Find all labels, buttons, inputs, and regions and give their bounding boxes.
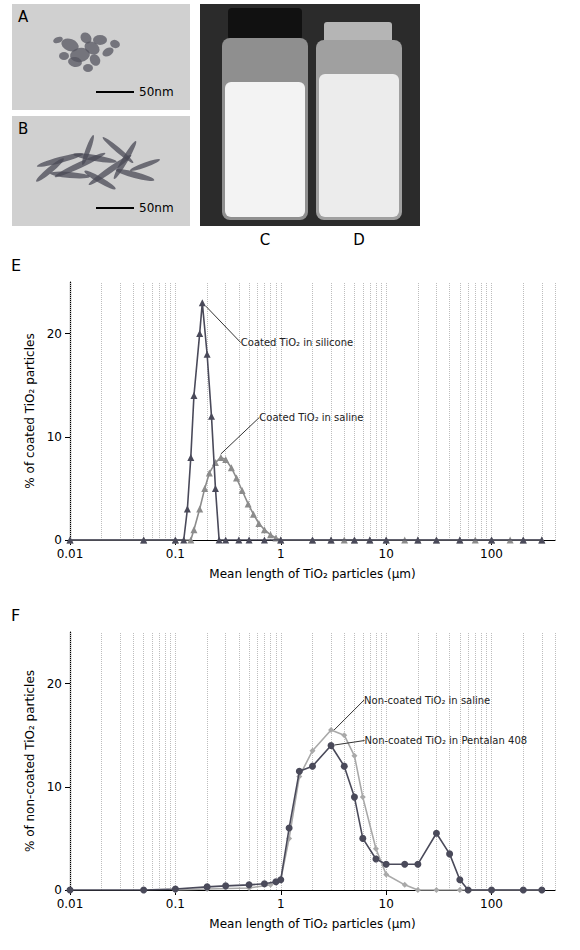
svg-text:10: 10 — [47, 780, 62, 794]
svg-text:100: 100 — [480, 897, 503, 911]
svg-text:0.01: 0.01 — [57, 547, 84, 561]
svg-text:% of coated TiO₂ particles: % of coated TiO₂ particles — [23, 333, 37, 488]
svg-text:1: 1 — [277, 897, 285, 911]
svg-text:0.1: 0.1 — [166, 547, 185, 561]
svg-text:100: 100 — [480, 547, 503, 561]
svg-text:Non-coated TiO₂ in saline: Non-coated TiO₂ in saline — [364, 695, 490, 706]
svg-text:Mean length of TiO₂ particles: Mean length of TiO₂ particles (μm) — [209, 917, 415, 931]
svg-text:10: 10 — [379, 547, 394, 561]
svg-text:10: 10 — [47, 430, 62, 444]
svg-text:0.01: 0.01 — [57, 897, 84, 911]
svg-text:F: F — [11, 606, 20, 625]
svg-text:0.1: 0.1 — [166, 897, 185, 911]
svg-text:0: 0 — [54, 533, 62, 547]
svg-text:% of non-coated TiO₂ particles: % of non-coated TiO₂ particles — [23, 670, 37, 852]
svg-text:A: A — [18, 8, 29, 26]
svg-text:D: D — [353, 231, 365, 249]
svg-text:20: 20 — [47, 327, 62, 341]
svg-text:E: E — [11, 256, 21, 275]
svg-text:50nm: 50nm — [139, 201, 174, 215]
svg-text:50nm: 50nm — [139, 85, 174, 99]
svg-text:Non-coated TiO₂ in Pentalan 40: Non-coated TiO₂ in Pentalan 408 — [365, 735, 528, 746]
svg-text:10: 10 — [379, 897, 394, 911]
svg-text:B: B — [18, 120, 28, 138]
svg-text:Mean length of TiO₂ particles: Mean length of TiO₂ particles (μm) — [209, 567, 415, 581]
svg-text:C: C — [260, 231, 270, 249]
svg-text:1: 1 — [277, 547, 285, 561]
svg-text:Coated TiO₂ in silicone: Coated TiO₂ in silicone — [241, 337, 353, 348]
svg-text:Coated TiO₂ in saline: Coated TiO₂ in saline — [259, 412, 363, 423]
svg-text:20: 20 — [47, 677, 62, 691]
svg-text:0: 0 — [54, 883, 62, 897]
